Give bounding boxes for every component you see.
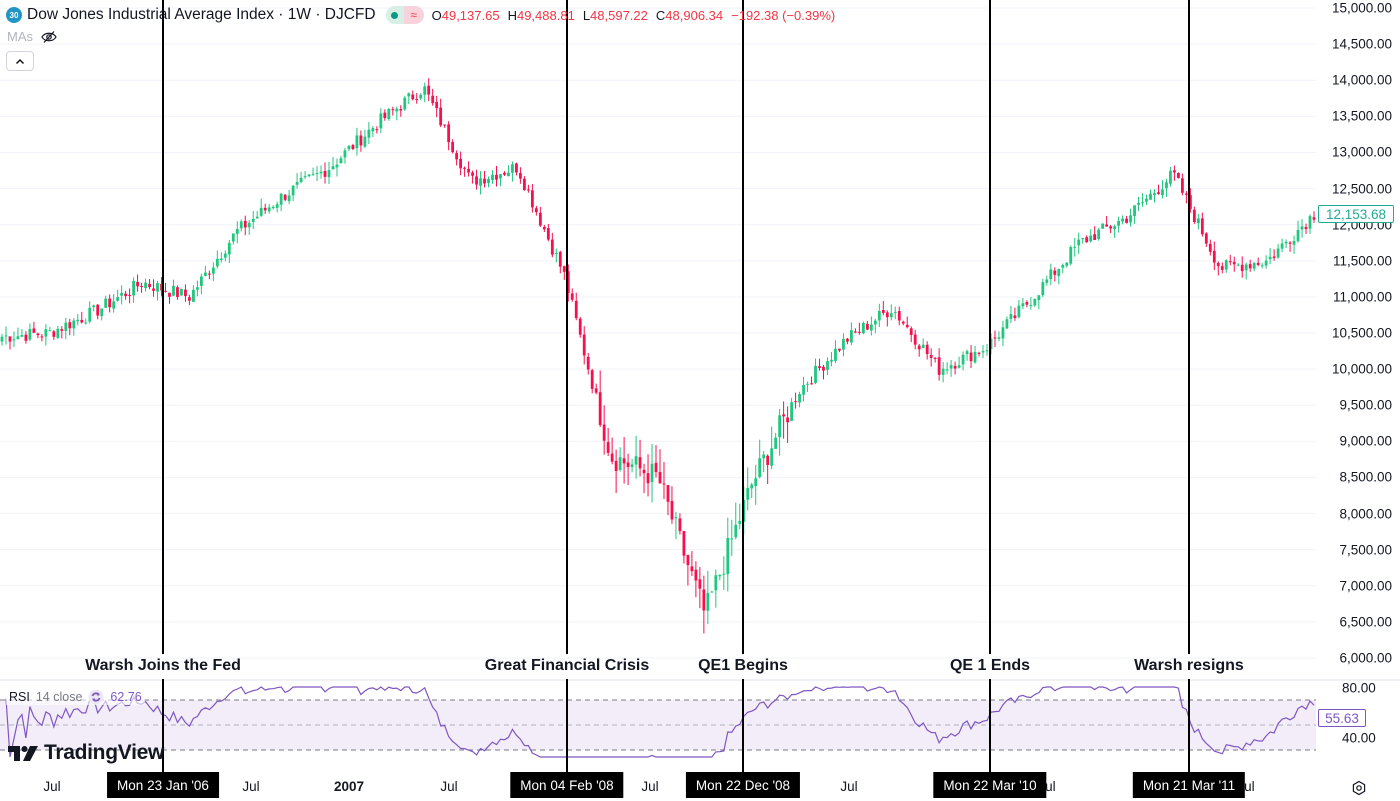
mas-label: MAs xyxy=(7,29,33,44)
candlestick-series xyxy=(0,78,1316,634)
price-axis-tick: 13,500.00 xyxy=(1331,108,1392,124)
tradingview-logo-icon xyxy=(8,746,38,761)
event-date-flag: Mon 04 Feb '08 xyxy=(510,772,624,798)
rsi-axis-tick: 80.00 xyxy=(1342,680,1376,696)
price-axis-tick: 14,500.00 xyxy=(1331,36,1392,52)
grid-lines xyxy=(0,7,1316,659)
price-axis-tick: 10,000.00 xyxy=(1331,361,1392,377)
tradingview-logo[interactable]: TradingView xyxy=(8,741,164,765)
rsi-params: 14 close xyxy=(35,690,83,704)
event-label-qe1-ends[interactable]: QE 1 Ends xyxy=(949,657,1031,674)
symbol-title[interactable]: Dow Jones Industrial Average Index · 1W … xyxy=(27,6,376,23)
event-label-qe1-begins[interactable]: QE1 Begins xyxy=(698,657,788,674)
chevron-up-icon xyxy=(15,58,25,64)
event-date-flag: Mon 23 Jan '06 xyxy=(107,772,219,798)
time-axis-label: 2007 xyxy=(333,779,365,794)
rsi-current-value: 55.63 xyxy=(1318,709,1366,727)
price-axis-tick: 15,000.00 xyxy=(1331,0,1392,16)
price-axis-tick: 9,500.00 xyxy=(1339,397,1392,413)
rsi-legend[interactable]: RSI 14 close 62.76 xyxy=(6,689,145,705)
price-axis-tick: 7,000.00 xyxy=(1339,578,1392,594)
event-date-flag: Mon 22 Mar '10 xyxy=(933,772,1047,798)
time-axis-label: Jul xyxy=(641,779,659,794)
refresh-icon[interactable] xyxy=(88,689,104,705)
tradingview-logo-text: TradingView xyxy=(44,741,165,764)
rsi-axis-tick: 40.00 xyxy=(1342,730,1376,746)
time-axis-label: Jul xyxy=(840,779,858,794)
event-date-flag: Mon 21 Mar '11 xyxy=(1132,772,1246,798)
change-value: −192.38 (−0.39%) xyxy=(731,7,836,23)
price-axis-tick: 7,500.00 xyxy=(1339,542,1392,558)
event-label-gfc[interactable]: Great Financial Crisis xyxy=(484,657,650,674)
rsi-name: RSI xyxy=(9,690,30,704)
time-axis-label: Jul xyxy=(242,779,260,794)
price-axis-tick: 11,500.00 xyxy=(1332,253,1392,269)
eye-off-icon[interactable] xyxy=(41,30,57,44)
time-axis-label: Jul xyxy=(440,779,458,794)
price-axis-tick: 8,500.00 xyxy=(1339,469,1392,485)
symbol-legend[interactable]: 30 Dow Jones Industrial Average Index · … xyxy=(6,4,835,26)
price-axis-tick: 6,000.00 xyxy=(1339,650,1392,666)
rsi-header-value: 62.76 xyxy=(110,690,142,704)
price-axis-tick: 14,000.00 xyxy=(1331,72,1392,88)
market-open-dot-icon xyxy=(385,6,404,24)
event-date-flag: Mon 22 Dec '08 xyxy=(685,772,801,798)
settings-icon[interactable] xyxy=(1351,780,1367,796)
price-axis-tick: 9,000.00 xyxy=(1339,433,1392,449)
price-axis-tick: 13,000.00 xyxy=(1331,144,1392,160)
event-label-warsh-joins[interactable]: Warsh Joins the Fed xyxy=(85,657,241,674)
rsi-pane xyxy=(0,686,1316,758)
open-value: 49,137.65 xyxy=(441,7,500,23)
price-axis-tick: 8,000.00 xyxy=(1339,506,1392,522)
time-axis-label: Jul xyxy=(43,779,61,794)
close-value: 48,906.34 xyxy=(665,7,724,23)
high-value: 49,488.81 xyxy=(516,7,575,23)
last-price-label: 12,153.68 xyxy=(1318,205,1394,223)
delayed-data-icon: ≈ xyxy=(403,6,424,24)
event-vertical-lines xyxy=(162,0,1190,773)
price-axis-tick: 11,000.00 xyxy=(1332,289,1392,305)
market-status-pill[interactable]: ≈ xyxy=(385,6,424,24)
event-label-warsh-resigns[interactable]: Warsh resigns xyxy=(1134,657,1244,674)
ohlc-values: O49,137.65 H49,488.81 L48,597.22 C48,906… xyxy=(431,7,836,23)
symbol-logo-icon: 30 xyxy=(6,7,22,23)
mas-indicator-legend[interactable]: MAs xyxy=(7,29,57,44)
low-value: 48,597.22 xyxy=(590,7,648,23)
price-axis-tick: 6,500.00 xyxy=(1339,614,1392,630)
price-axis[interactable]: 15,000.00 14,500.00 14,000.00 13,500.00 13,0… xyxy=(1318,0,1400,680)
price-axis-tick: 12,500.00 xyxy=(1331,181,1392,197)
price-axis-tick: 10,500.00 xyxy=(1331,325,1392,341)
collapse-legend-button[interactable] xyxy=(6,51,34,71)
